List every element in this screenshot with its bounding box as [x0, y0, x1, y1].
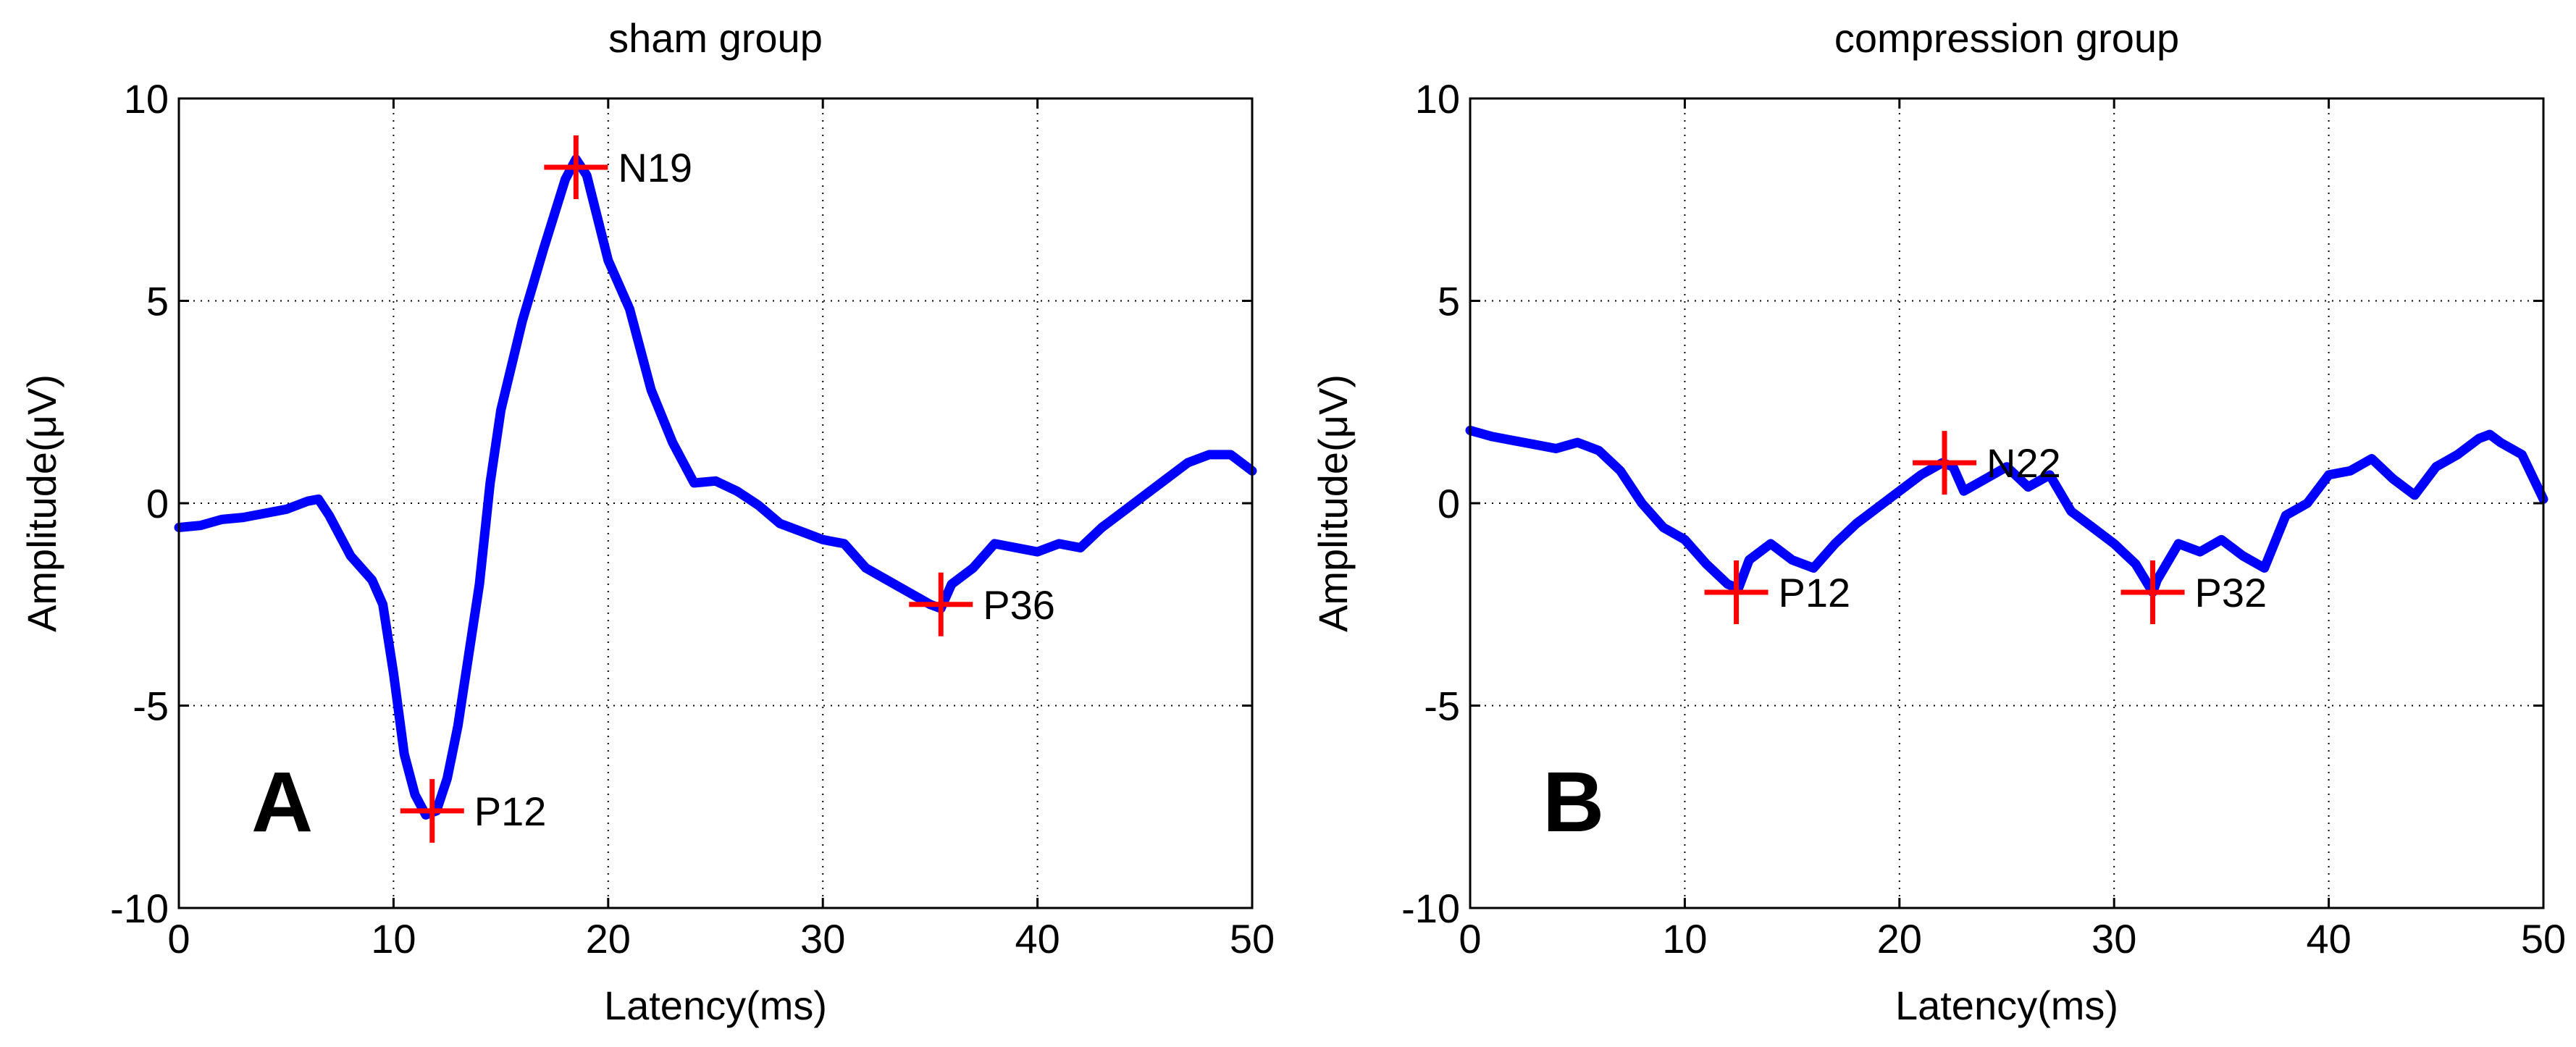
y-tick-label: 0 [1438, 481, 1460, 526]
peak-label: P12 [474, 789, 547, 834]
x-tick-label: 0 [1459, 916, 1481, 962]
series-line [174, 154, 1257, 820]
x-tick-label: 0 [167, 916, 190, 962]
peak-label: P12 [1779, 570, 1851, 615]
peak-label: P36 [983, 582, 1055, 628]
grid [1470, 98, 2543, 908]
y-tick-label: 10 [1415, 76, 1460, 122]
peak-marker-n22: N22 [1913, 431, 2061, 495]
chart-title: compression group [1834, 15, 2179, 61]
grid [179, 98, 1252, 908]
x-axis-ticks: 0 10 20 30 40 50 [167, 98, 1275, 962]
x-axis-label: Latency(ms) [604, 983, 827, 1028]
peak-marker-n19: N19 [544, 135, 692, 200]
y-tick-label: -5 [133, 684, 169, 729]
x-tick-label: 10 [1662, 916, 1707, 962]
x-axis-label: Latency(ms) [1895, 983, 2118, 1028]
peak-marker-p12: P12 [1704, 560, 1851, 624]
x-axis-ticks: 0 10 20 30 40 50 [1459, 98, 2566, 962]
x-tick-label: 20 [1877, 916, 1922, 962]
y-tick-label: 10 [124, 76, 169, 122]
series-line [1465, 425, 2548, 597]
x-tick-label: 10 [371, 916, 416, 962]
panel-a: 0 10 20 30 40 50 -10 -5 0 5 10 sham group Latency(ms… [19, 15, 1275, 1028]
y-axis-label: Amplitude(μV) [1310, 374, 1356, 632]
y-axis-label: Amplitude(μV) [19, 374, 64, 632]
peak-marker-p32: P32 [2120, 560, 2267, 624]
y-axis-ticks: -10 -5 0 5 10 [1401, 76, 2543, 931]
peak-marker-p36: P36 [909, 572, 1055, 636]
panel-b: 0 10 20 30 40 50 -10 -5 0 5 10 compression group Lat… [1310, 15, 2566, 1028]
panel-letter: B [1543, 754, 1604, 850]
chart-title: sham group [608, 15, 823, 61]
peak-label: P32 [2195, 570, 2267, 615]
x-tick-label: 40 [1015, 916, 1060, 962]
y-tick-label: -5 [1424, 684, 1460, 729]
y-tick-label: -10 [110, 886, 169, 931]
peak-label: N22 [1986, 440, 2061, 486]
x-tick-label: 40 [2306, 916, 2351, 962]
peak-label: N19 [618, 145, 692, 190]
y-tick-label: 0 [146, 481, 169, 526]
x-tick-label: 50 [2521, 916, 2566, 962]
x-tick-label: 30 [800, 916, 845, 962]
y-tick-label: 5 [146, 279, 169, 324]
y-tick-label: -10 [1401, 886, 1460, 931]
x-tick-label: 20 [586, 916, 631, 962]
peak-marker-p12: P12 [400, 778, 547, 843]
y-axis-ticks: -10 -5 0 5 10 [110, 76, 1252, 931]
x-tick-label: 50 [1230, 916, 1275, 962]
x-tick-label: 30 [2092, 916, 2136, 962]
panel-letter: A [251, 754, 313, 850]
y-tick-label: 5 [1438, 279, 1460, 324]
